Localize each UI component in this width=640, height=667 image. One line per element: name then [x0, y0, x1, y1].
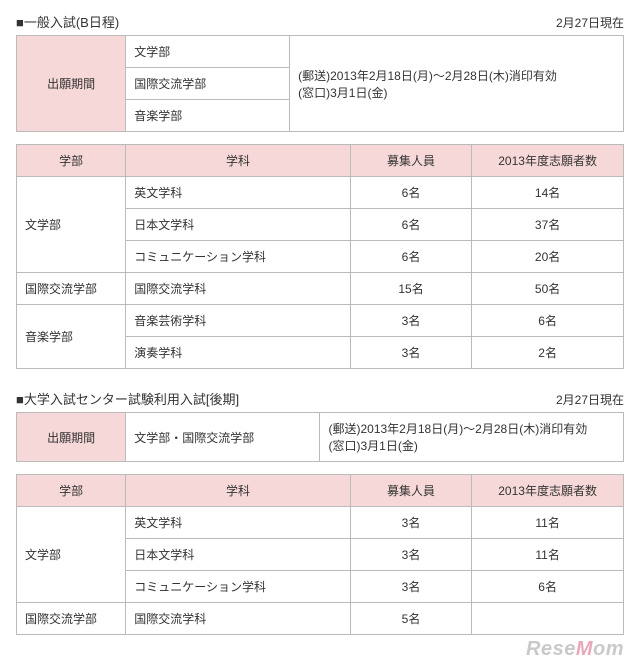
period-faculty: 国際交流学部: [126, 68, 290, 100]
period-note: (郵送)2013年2月18日(月)～2月28日(木)消印有効(窓口)3月1日(金…: [320, 413, 624, 462]
cell-applicants: 6名: [472, 305, 624, 337]
cell-dept: 国際交流学科: [126, 603, 351, 635]
cell-faculty: 国際交流学部: [17, 273, 126, 305]
cell-applicants: 37名: [472, 209, 624, 241]
wm-r: om: [593, 638, 624, 660]
table-row: 文学部英文学科6名14名: [17, 177, 624, 209]
period-note: (郵送)2013年2月18日(月)～2月28日(木)消印有効(窓口)3月1日(金…: [290, 36, 624, 132]
cell-dept: 英文学科: [126, 177, 351, 209]
cell-applicants: 14名: [472, 177, 624, 209]
cell-capacity: 6名: [350, 241, 471, 273]
section-title: ■一般入試(B日程): [16, 12, 119, 31]
col-header: 募集人員: [350, 475, 471, 507]
cell-applicants: 11名: [472, 507, 624, 539]
cell-capacity: 3名: [350, 507, 471, 539]
cell-dept: 英文学科: [126, 507, 351, 539]
cell-capacity: 6名: [350, 209, 471, 241]
applicants-table: 学部学科募集人員2013年度志願者数文学部英文学科3名11名日本文学科3名11名…: [16, 474, 624, 635]
cell-faculty: 文学部: [17, 177, 126, 273]
cell-dept: 日本文学科: [126, 209, 351, 241]
col-header: 学部: [17, 475, 126, 507]
cell-capacity: 15名: [350, 273, 471, 305]
period-label: 出願期間: [17, 413, 126, 462]
cell-capacity: 6名: [350, 177, 471, 209]
section-title: ■大学入試センター試験利用入試[後期]: [16, 389, 239, 408]
wm-a: M: [576, 638, 593, 660]
table-row: 文学部英文学科3名11名: [17, 507, 624, 539]
wm-l: R: [526, 638, 541, 660]
col-header: 学部: [17, 145, 126, 177]
cell-capacity: 5名: [350, 603, 471, 635]
table-row: 国際交流学部国際交流学科5名: [17, 603, 624, 635]
application-period-table: 出願期間文学部・国際交流学部(郵送)2013年2月18日(月)～2月28日(木)…: [16, 412, 624, 462]
period-label: 出願期間: [17, 36, 126, 132]
table-row: 音楽学部音楽芸術学科3名6名: [17, 305, 624, 337]
cell-capacity: 3名: [350, 539, 471, 571]
cell-dept: 音楽芸術学科: [126, 305, 351, 337]
col-header: 2013年度志願者数: [472, 475, 624, 507]
section-header: ■一般入試(B日程) 2月27日現在: [16, 12, 624, 31]
asof-label: 2月27日現在: [556, 391, 624, 408]
cell-dept: コミュニケーション学科: [126, 241, 351, 273]
col-header: 学科: [126, 145, 351, 177]
cell-dept: 演奏学科: [126, 337, 351, 369]
cell-applicants: 11名: [472, 539, 624, 571]
col-header: 学科: [126, 475, 351, 507]
table-row: 国際交流学部国際交流学科15名50名: [17, 273, 624, 305]
section-header: ■大学入試センター試験利用入試[後期] 2月27日現在: [16, 389, 624, 408]
cell-applicants: 50名: [472, 273, 624, 305]
cell-capacity: 3名: [350, 305, 471, 337]
wm-m: ese: [541, 638, 576, 660]
col-header: 2013年度志願者数: [472, 145, 624, 177]
asof-label: 2月27日現在: [556, 14, 624, 31]
cell-capacity: 3名: [350, 337, 471, 369]
col-header: 募集人員: [350, 145, 471, 177]
watermark: ReseMom: [526, 638, 624, 661]
cell-faculty: 音楽学部: [17, 305, 126, 369]
period-faculty: 文学部・国際交流学部: [126, 413, 320, 462]
cell-applicants: [472, 603, 624, 635]
cell-faculty: 文学部: [17, 507, 126, 603]
cell-applicants: 20名: [472, 241, 624, 273]
period-faculty: 文学部: [126, 36, 290, 68]
cell-dept: 国際交流学科: [126, 273, 351, 305]
period-faculty: 音楽学部: [126, 100, 290, 132]
application-period-table: 出願期間文学部(郵送)2013年2月18日(月)～2月28日(木)消印有効(窓口…: [16, 35, 624, 132]
cell-applicants: 2名: [472, 337, 624, 369]
cell-dept: 日本文学科: [126, 539, 351, 571]
cell-faculty: 国際交流学部: [17, 603, 126, 635]
applicants-table: 学部学科募集人員2013年度志願者数文学部英文学科6名14名日本文学科6名37名…: [16, 144, 624, 369]
